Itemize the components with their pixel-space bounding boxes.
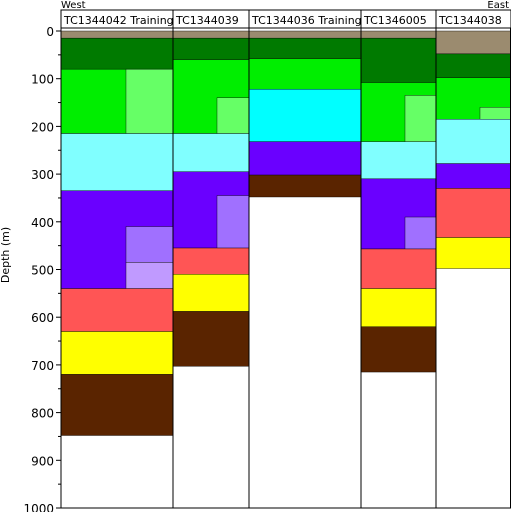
layer-rect-col3-3 bbox=[248, 58, 362, 90]
layers-group bbox=[60, 30, 511, 436]
layer-rect-col2-7 bbox=[172, 274, 250, 312]
layer-rect-col1-6 bbox=[60, 288, 174, 332]
layer-rect-col3-4 bbox=[248, 88, 362, 142]
sublayer-rect-col2-3-1 bbox=[216, 97, 250, 134]
layer-rect-col3-2 bbox=[248, 37, 362, 59]
y-tick-label-2: 200 bbox=[31, 120, 54, 134]
y-tick-label-8: 800 bbox=[31, 407, 54, 421]
layer-rect-col5-4 bbox=[435, 119, 511, 164]
column-header-label-2: TC1344039 bbox=[175, 14, 239, 27]
column-header-box-5 bbox=[435, 9, 511, 29]
column-header-label-5: TC1344038 bbox=[438, 14, 502, 27]
layer-rect-col5-6 bbox=[435, 188, 511, 238]
layer-rect-col5-1 bbox=[435, 30, 511, 55]
column-header-label-3: TC1344036 Training bbox=[251, 14, 362, 27]
y-tick-label-3: 300 bbox=[31, 168, 54, 182]
sublayer-rect-col5-3-1 bbox=[479, 107, 511, 120]
y-axis-group: 0 100 200 300 400 500 600 700 800 900 1000 bbox=[23, 25, 61, 512]
y-tick-label-6: 600 bbox=[31, 311, 54, 325]
y-tick-label-1: 100 bbox=[31, 73, 54, 87]
layer-rect-col4-8 bbox=[360, 326, 437, 373]
sublayer-rect-col1-5-1 bbox=[125, 226, 174, 263]
layer-rect-col4-6 bbox=[360, 248, 437, 289]
sublayer-rect-col1-5-2 bbox=[125, 262, 174, 289]
y-axis-title: Depth (m) bbox=[0, 227, 12, 283]
sublayer-rect-col1-3-1 bbox=[125, 68, 174, 134]
column-header-label-4: TC1346005 bbox=[363, 14, 427, 27]
layer-rect-col2-8 bbox=[172, 311, 250, 367]
layer-rect-col2-1 bbox=[172, 30, 250, 39]
layer-rect-col3-5 bbox=[248, 141, 362, 176]
sublayer-rect-col4-3-1 bbox=[404, 95, 437, 142]
west-direction-label: West bbox=[61, 0, 86, 11]
layer-rect-col2-2 bbox=[172, 37, 250, 60]
y-tick-label-10: 1000 bbox=[23, 502, 54, 512]
layer-rect-col1-7 bbox=[60, 331, 174, 375]
column-headers-group: TC1344042 Training TC1344039 TC1344036 Tra… bbox=[60, 9, 511, 29]
layer-rect-col4-7 bbox=[360, 288, 437, 327]
column-header-label-1: TC1344042 Training bbox=[63, 14, 174, 27]
layer-rect-col1-2 bbox=[60, 37, 174, 70]
layer-rect-col1-4 bbox=[60, 133, 174, 191]
layer-rect-col1-1 bbox=[60, 30, 174, 39]
sublayer-rect-col4-5-1 bbox=[404, 216, 437, 250]
layer-rect-col1-8 bbox=[60, 374, 174, 436]
layer-rect-col3-6 bbox=[248, 174, 362, 198]
layer-rect-col4-2 bbox=[360, 37, 437, 83]
y-tick-label-0: 0 bbox=[46, 25, 54, 39]
east-direction-label: East bbox=[487, 0, 509, 11]
layer-rect-col4-4 bbox=[360, 141, 437, 180]
layer-rect-col3-1 bbox=[248, 30, 362, 39]
sublayer-rect-col2-5-1 bbox=[216, 195, 250, 249]
y-tick-label-9: 900 bbox=[31, 454, 54, 468]
layer-rect-col2-6 bbox=[172, 247, 250, 275]
y-tick-label-7: 700 bbox=[31, 359, 54, 373]
layer-rect-col5-2 bbox=[435, 53, 511, 78]
y-tick-label-5: 500 bbox=[31, 264, 54, 278]
layer-rect-col2-4 bbox=[172, 133, 250, 172]
layer-rect-col5-7 bbox=[435, 237, 511, 269]
layer-rect-col5-5 bbox=[435, 163, 511, 189]
layer-rect-col4-1 bbox=[360, 30, 437, 39]
y-tick-label-4: 400 bbox=[31, 216, 54, 230]
